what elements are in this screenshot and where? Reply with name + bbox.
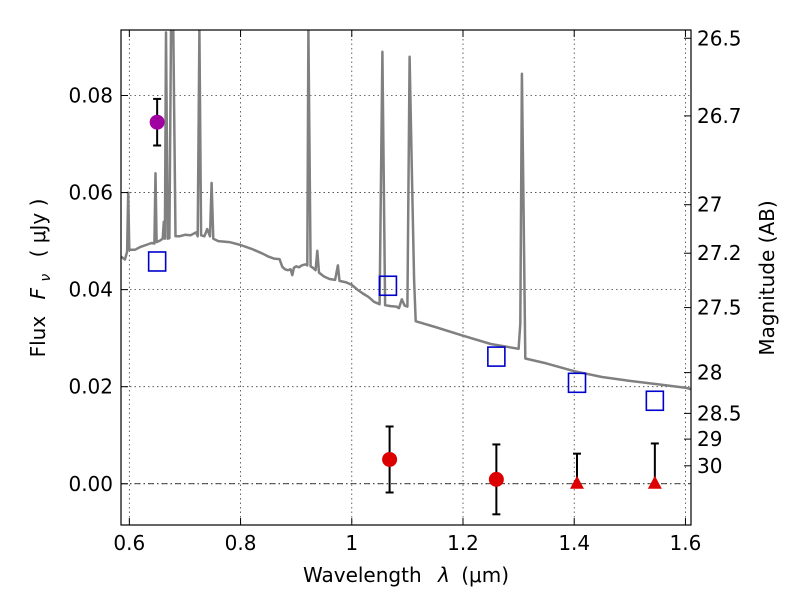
synthetic-photometry-square xyxy=(567,372,587,394)
magnitude-tick-label: 26.7 xyxy=(697,104,742,128)
y-axis-label-subscript: ν xyxy=(38,274,54,282)
plot-frame xyxy=(120,29,692,526)
magnitude-tick-label: 29 xyxy=(697,427,722,451)
magnitude-tick-label: 28.5 xyxy=(697,401,742,425)
model-spectrum-line xyxy=(121,30,691,391)
upper-limit-triangle xyxy=(570,475,584,489)
magnitude-tick-label: 30 xyxy=(697,454,722,478)
y-tick-label: 0.00 xyxy=(68,472,113,496)
y-axis-label-unit: ( μJy ) xyxy=(26,199,50,258)
plot-area xyxy=(121,30,691,516)
magnitude-tick-label: 27.5 xyxy=(697,296,742,320)
synthetic-photometry-square xyxy=(487,346,506,367)
x-axis-label: Wavelength λ (μm) xyxy=(303,563,509,587)
x-tick-label: 0.6 xyxy=(113,531,145,555)
right-axis-label: Magnitude (AB) xyxy=(755,200,779,355)
y-axis-label-text: Flux xyxy=(26,316,50,358)
x-axis-ticks: 0.6 0.8 1 1.2 1.4 1.6 xyxy=(113,30,701,555)
magnitude-tick-label: 27.2 xyxy=(697,241,742,265)
y-tick-label: 0.06 xyxy=(68,181,113,205)
synthetic-photometry-square xyxy=(378,275,398,297)
right-magnitude-axis-ticks: 26.5 26.7 27 27.2 27.5 28 28.529 30 xyxy=(684,26,742,478)
y-tick-label: 0.04 xyxy=(68,278,113,302)
x-tick-label: 1.4 xyxy=(558,531,590,555)
x-tick-label: 1 xyxy=(345,531,358,555)
y-tick-label: 0.02 xyxy=(68,375,113,399)
y-axis-label: Flux F ν ( μJy ) xyxy=(26,199,55,358)
x-tick-label: 0.8 xyxy=(225,531,257,555)
observed-flux-point xyxy=(488,471,504,487)
observed-flux-point xyxy=(382,451,398,467)
magnitude-tick-label: 27 xyxy=(697,193,722,217)
x-tick-label: 1.6 xyxy=(670,531,702,555)
y-axis-ticks: 0.00 0.02 0.04 0.06 0.08 xyxy=(68,84,128,496)
x-axis-label-unit: (μm) xyxy=(461,563,509,587)
x-tick-label: 1.2 xyxy=(447,531,479,555)
observed-flux-point xyxy=(149,114,165,130)
x-axis-label-text: Wavelength xyxy=(303,563,422,587)
grid xyxy=(121,30,691,525)
synthetic-photometry-square xyxy=(645,390,665,412)
y-tick-label: 0.08 xyxy=(68,84,113,108)
synthetic-photometry-square xyxy=(147,251,167,272)
magnitude-tick-label: 28 xyxy=(697,361,722,385)
y-axis-label-symbol: F xyxy=(26,287,50,299)
upper-limit-triangle xyxy=(647,475,662,489)
x-axis-label-symbol: λ xyxy=(437,563,450,587)
magnitude-tick-label: 26.5 xyxy=(697,26,742,50)
